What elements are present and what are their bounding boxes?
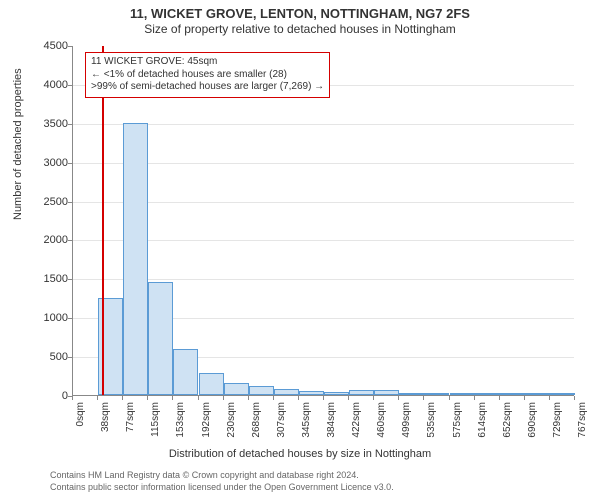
x-tick-mark <box>298 396 299 400</box>
x-tick-mark <box>423 396 424 400</box>
y-tick-mark <box>68 163 72 164</box>
info-line-smaller: ← <1% of detached houses are smaller (28… <box>91 69 324 82</box>
x-tick-label: 460sqm <box>376 402 387 438</box>
y-tick-mark <box>68 318 72 319</box>
histogram-bar <box>475 393 500 395</box>
info-line-larger: >99% of semi-detached houses are larger … <box>91 81 324 94</box>
x-tick-label: 729sqm <box>552 402 563 438</box>
x-tick-label: 384sqm <box>326 402 337 438</box>
y-tick-label: 2000 <box>26 234 68 246</box>
x-tick-mark <box>323 396 324 400</box>
y-tick-label: 3000 <box>26 157 68 169</box>
y-tick-mark <box>68 85 72 86</box>
histogram-bar <box>525 393 550 395</box>
y-tick-mark <box>68 357 72 358</box>
x-tick-mark <box>574 396 575 400</box>
plot-area <box>72 46 574 396</box>
y-tick-label: 4500 <box>26 40 68 52</box>
x-tick-label: 345sqm <box>301 402 312 438</box>
x-tick-label: 153sqm <box>175 402 186 438</box>
x-tick-label: 652sqm <box>502 402 513 438</box>
y-tick-mark <box>68 124 72 125</box>
histogram-bar <box>123 123 148 395</box>
x-tick-mark <box>373 396 374 400</box>
y-tick-mark <box>68 202 72 203</box>
x-tick-mark <box>348 396 349 400</box>
x-tick-mark <box>72 396 73 400</box>
histogram-bar <box>249 386 274 395</box>
histogram-bar <box>349 390 374 395</box>
x-tick-mark <box>97 396 98 400</box>
histogram-bar <box>274 389 299 395</box>
x-tick-label: 192sqm <box>201 402 212 438</box>
histogram-bar <box>450 393 475 395</box>
x-tick-label: 690sqm <box>527 402 538 438</box>
x-tick-label: 38sqm <box>100 402 111 432</box>
x-tick-label: 767sqm <box>577 402 588 438</box>
y-tick-label: 3500 <box>26 118 68 130</box>
x-tick-label: 230sqm <box>226 402 237 438</box>
x-tick-mark <box>499 396 500 400</box>
x-tick-mark <box>147 396 148 400</box>
y-axis-label: Number of detached properties <box>12 68 24 220</box>
y-tick-label: 2500 <box>26 196 68 208</box>
x-tick-label: 307sqm <box>276 402 287 438</box>
histogram-bar <box>299 391 324 396</box>
y-tick-mark <box>68 46 72 47</box>
histogram-bar <box>199 373 224 395</box>
y-tick-label: 4000 <box>26 79 68 91</box>
histogram-bar <box>550 393 575 395</box>
x-tick-mark <box>248 396 249 400</box>
x-tick-mark <box>223 396 224 400</box>
x-tick-label: 115sqm <box>150 402 161 437</box>
x-tick-mark <box>172 396 173 400</box>
x-tick-label: 535sqm <box>426 402 437 438</box>
x-tick-label: 0sqm <box>75 402 86 426</box>
x-tick-mark <box>398 396 399 400</box>
footer-copyright-1: Contains HM Land Registry data © Crown c… <box>50 470 359 480</box>
x-tick-mark <box>549 396 550 400</box>
x-tick-mark <box>273 396 274 400</box>
histogram-bar <box>374 390 399 395</box>
y-tick-label: 0 <box>26 390 68 402</box>
x-tick-label: 499sqm <box>401 402 412 438</box>
info-callout-box: 11 WICKET GROVE: 45sqm ← <1% of detached… <box>85 52 330 98</box>
y-tick-label: 1000 <box>26 312 68 324</box>
x-tick-label: 268sqm <box>251 402 262 438</box>
x-tick-mark <box>122 396 123 400</box>
info-line-subject: 11 WICKET GROVE: 45sqm <box>91 56 324 69</box>
y-tick-label: 500 <box>26 351 68 363</box>
x-tick-mark <box>198 396 199 400</box>
histogram-bar <box>173 349 198 395</box>
y-tick-label: 1500 <box>26 273 68 285</box>
x-axis-label: Distribution of detached houses by size … <box>0 448 600 460</box>
histogram-bar <box>424 393 449 395</box>
histogram-bar <box>399 393 424 395</box>
footer-copyright-2: Contains public sector information licen… <box>50 482 394 492</box>
chart-title-main: 11, WICKET GROVE, LENTON, NOTTINGHAM, NG… <box>0 6 600 21</box>
y-tick-mark <box>68 279 72 280</box>
x-tick-mark <box>524 396 525 400</box>
x-tick-label: 422sqm <box>351 402 362 438</box>
y-tick-mark <box>68 240 72 241</box>
histogram-bar <box>224 383 249 395</box>
histogram-bar <box>500 393 525 395</box>
x-tick-label: 614sqm <box>477 402 488 438</box>
chart-title-sub: Size of property relative to detached ho… <box>0 22 600 36</box>
histogram-bar <box>324 392 349 395</box>
x-tick-label: 77sqm <box>125 402 136 432</box>
x-tick-label: 575sqm <box>452 402 463 438</box>
x-tick-mark <box>474 396 475 400</box>
subject-marker-line <box>102 46 104 395</box>
histogram-bar <box>148 282 173 395</box>
x-tick-mark <box>449 396 450 400</box>
